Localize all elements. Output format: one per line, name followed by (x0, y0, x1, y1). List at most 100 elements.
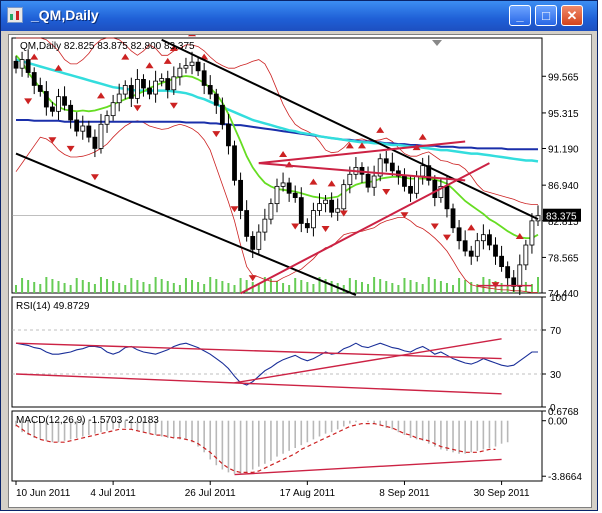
candle-body (122, 85, 128, 95)
rsi-tick-label: 0 (550, 403, 556, 414)
bollinger-upper (16, 37, 538, 205)
candle-body (189, 61, 195, 67)
macd-signal-line (15, 423, 496, 473)
minimize-button[interactable]: _ (509, 5, 531, 26)
candle-body (298, 197, 304, 224)
price-tick-label: 82.815 (548, 217, 579, 228)
candle-body (474, 240, 480, 257)
candle-body (395, 170, 401, 177)
price-tick-label: 99.565 (548, 72, 579, 83)
candle-body (426, 165, 432, 181)
candle-body (104, 115, 110, 125)
rsi-tick-label: 30 (550, 370, 562, 381)
candle-body (177, 67, 183, 78)
candle-body (529, 220, 535, 246)
price-tick-label: 78.565 (548, 253, 579, 264)
rsi-line (15, 342, 538, 386)
candle-body (432, 179, 438, 198)
maximize-button[interactable]: □ (535, 5, 557, 26)
ma-mid-line (15, 58, 539, 163)
last-price-label: 83.375 (546, 212, 577, 223)
date-tick-label: 17 Aug 2011 (280, 488, 336, 499)
rsi-title: RSI(14) 49.8729 (16, 301, 90, 312)
candle-body (341, 184, 347, 210)
triangle-lower-line (258, 162, 466, 182)
chart-window-icon (7, 7, 23, 23)
candles (13, 49, 541, 296)
fractal-down-arrow (339, 210, 348, 217)
candle-body (280, 182, 286, 187)
candle-body (128, 85, 134, 99)
chart-area[interactable]: 99.565 95.315 91.190 86.940 82.815 78.565 74.4… (8, 27, 592, 508)
macd-title: MACD(12,26,9) -1.5703 -2.0183 (16, 415, 159, 426)
candle-body (256, 231, 262, 250)
rsi-trend-upper (15, 342, 502, 360)
candle-body (499, 255, 504, 268)
candle-body (292, 192, 298, 198)
candle-body (317, 203, 322, 211)
candle-body (329, 199, 335, 213)
rsi-tick-label: 70 (550, 326, 562, 337)
candle-body (523, 244, 529, 266)
candle-body (238, 179, 243, 211)
triangle-upper-line (258, 140, 466, 165)
fractal-down-arrow (400, 212, 409, 219)
candle-body (420, 165, 426, 177)
chart-canvas: 99.565 95.315 91.190 86.940 82.815 78.565 74.4… (11, 27, 582, 499)
candle-body (92, 136, 98, 149)
fractal-up-arrow (188, 30, 197, 37)
candle-body (13, 60, 19, 69)
close-button[interactable]: ✕ (561, 5, 583, 26)
candle-body (25, 59, 31, 73)
candle-body (201, 70, 207, 86)
fractal-down-arrow (24, 98, 33, 105)
price-tick-label: 86.940 (548, 181, 579, 192)
candle-body (511, 277, 517, 287)
fractal-down-arrow (133, 105, 142, 112)
candle-body (74, 119, 80, 132)
fractal-down-arrow (430, 223, 439, 230)
fractal-up-arrow (327, 180, 336, 187)
candle-body (98, 123, 104, 149)
candle-body (86, 125, 92, 138)
fractal-down-arrow (90, 174, 99, 181)
volume-bars (15, 277, 539, 293)
candle-body (244, 210, 250, 237)
candle-body (262, 218, 268, 233)
candle-body (347, 173, 353, 186)
candle-body (195, 61, 201, 72)
macd-tick-label: -3.8664 (548, 472, 582, 483)
candle-body (50, 106, 55, 112)
fractal-up-arrow (145, 62, 154, 69)
date-tick-label: 30 Sep 2011 (474, 488, 530, 499)
fractal-down-arrow (230, 206, 239, 213)
candle-body (226, 123, 231, 147)
fractal-down-arrow (382, 188, 391, 195)
fractal-up-arrow (54, 64, 63, 71)
fractal-up-arrow (279, 151, 288, 158)
fractal-up-arrow (376, 126, 385, 133)
candle-body (323, 199, 328, 205)
date-tick-label: 4 Jul 2011 (90, 488, 136, 499)
candle-body (371, 175, 377, 188)
candle-body (19, 59, 25, 69)
panel-frame-2 (11, 296, 543, 408)
fractal-up-arrow (357, 142, 366, 149)
candle-body (232, 145, 237, 181)
macd-tick-label: 0.00 (548, 417, 568, 428)
candle-body (414, 175, 420, 194)
fractal-up-arrow (345, 142, 354, 149)
candle-body (377, 158, 383, 177)
candle-body (110, 102, 116, 117)
title-bar[interactable]: _QM,Daily _ □ ✕ (1, 1, 597, 31)
candle-body (505, 266, 511, 279)
candle-body (268, 203, 274, 220)
candle-body (159, 78, 165, 82)
rsi-trend-rising (234, 338, 502, 384)
fractal-up-arrow (418, 133, 427, 140)
candle-body (493, 244, 498, 257)
fractal-down-arrow (212, 131, 221, 138)
fractal-down-arrow (248, 275, 257, 282)
last-price-tag (543, 208, 581, 222)
price-tick-label: 74.440 (548, 289, 579, 300)
